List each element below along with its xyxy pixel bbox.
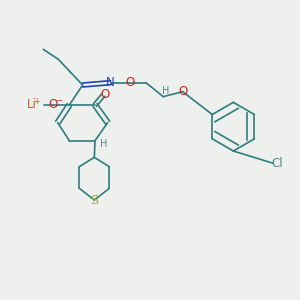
- Text: S: S: [90, 194, 98, 206]
- Text: O: O: [101, 88, 110, 101]
- Text: O: O: [178, 85, 187, 98]
- Text: Cl: Cl: [272, 157, 283, 170]
- Text: Li: Li: [27, 98, 37, 112]
- Text: O: O: [125, 76, 135, 89]
- Text: −: −: [55, 97, 62, 106]
- Text: +: +: [34, 97, 40, 106]
- Text: H: H: [162, 86, 169, 96]
- Text: H: H: [100, 139, 107, 149]
- Text: N: N: [106, 76, 115, 89]
- Text: O: O: [49, 98, 58, 112]
